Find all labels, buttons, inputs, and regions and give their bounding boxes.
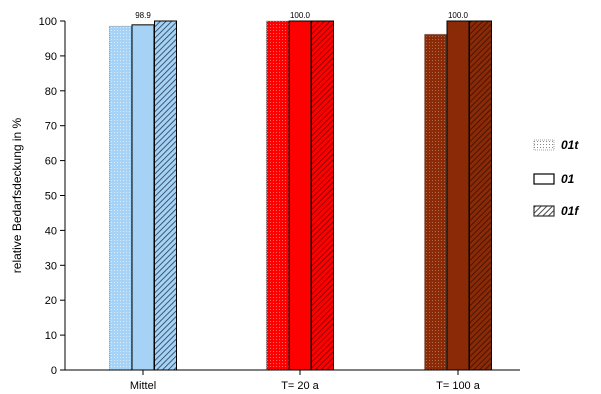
y-tick-label: 60 [45,156,57,168]
bar-01t-2 [266,20,289,371]
x-tick-label: T= 20 a [281,380,319,392]
legend-label-01: 01 [561,172,575,186]
legend: 01t 01 01f [533,138,579,218]
axes: 0 10 20 30 40 50 60 70 80 90 100 Mittel T= 20 a T= 10… [10,16,520,392]
bar-01-3 [446,20,470,371]
y-tick-label: 100 [39,16,57,28]
x-tick-label: T= 100 a [436,380,481,392]
legend-swatch-01f [533,205,555,217]
bar-01f-1 [154,20,177,371]
y-tick-label: 0 [51,365,57,377]
bar-01-1 [131,24,155,371]
bar-01t-1 [109,25,132,371]
bar-01-2 [288,20,312,371]
y-tick-label: 80 [45,86,57,98]
x-tick-label: Mittel [130,380,156,392]
bar-01f-3 [469,20,492,371]
bar-01f-2 [311,20,334,371]
y-tick-label: 40 [45,225,57,237]
y-tick-label: 90 [45,51,57,63]
data-label: 100.0 [290,11,311,20]
data-label: 100.0 [448,11,469,20]
bar-01t-3 [424,33,447,371]
legend-label-01f: 01f [561,204,579,218]
y-tick-label: 10 [45,330,57,342]
y-axis-title: relative Bedarfsdeckung in % [10,117,24,273]
legend-swatch-01t [533,139,555,151]
data-label: 98.9 [135,11,151,20]
y-tick-label: 50 [45,191,57,203]
y-tick-label: 20 [45,295,57,307]
legend-label-01t: 01t [561,138,579,152]
legend-swatch-01 [533,173,555,185]
plot-area: 98.9 100.0 100.0 [109,11,492,371]
y-tick-label: 30 [45,260,57,272]
y-tick-label: 70 [45,121,57,133]
